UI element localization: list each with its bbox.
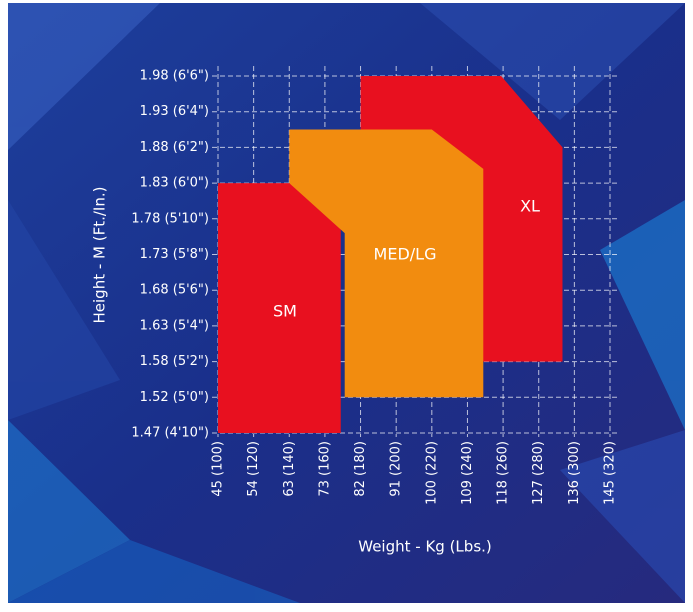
x-tick-label: 118 (260) [496, 441, 511, 505]
region-label: XL [520, 197, 540, 216]
y-tick-label: 1.88 (6'2") [140, 140, 209, 155]
x-tick-label: 136 (300) [567, 441, 582, 505]
y-tick-label: 1.52 (5'0") [140, 390, 209, 405]
x-tick-label: 100 (220) [424, 441, 439, 505]
y-tick-label: 1.47 (4'10") [131, 426, 209, 441]
y-tick-label: 1.58 (5'2") [140, 354, 209, 369]
x-tick-label: 45 (100) [211, 441, 226, 497]
y-tick-label: 1.63 (5'4") [140, 318, 209, 333]
y-tick-label: 1.78 (5'10") [131, 211, 209, 226]
y-tick-label: 1.98 (6'6") [140, 69, 209, 84]
x-tick-label: 109 (240) [460, 441, 475, 505]
x-tick-label: 54 (120) [246, 441, 261, 497]
x-tick-label: 63 (140) [282, 441, 297, 497]
y-tick-label: 1.68 (5'6") [140, 283, 209, 298]
x-tick-label: 73 (160) [317, 441, 332, 497]
x-tick-label: 91 (200) [389, 441, 404, 497]
region-label: MED/LG [374, 245, 437, 264]
background-facets [8, 3, 685, 603]
y-tick-label: 1.83 (6'0") [140, 176, 209, 191]
y-axis-title: Height - M (Ft./In.) [91, 187, 109, 324]
x-axis-title: Weight - Kg (Lbs.) [358, 538, 492, 556]
y-tick-label: 1.73 (5'8") [140, 247, 209, 262]
region-label: SM [273, 302, 297, 321]
x-tick-label: 82 (180) [353, 441, 368, 497]
size-region [218, 183, 341, 433]
y-tick-label: 1.93 (6'4") [140, 104, 209, 119]
x-tick-label: 127 (280) [531, 441, 546, 505]
x-tick-label: 145 (320) [603, 441, 618, 505]
size-region [289, 129, 484, 398]
